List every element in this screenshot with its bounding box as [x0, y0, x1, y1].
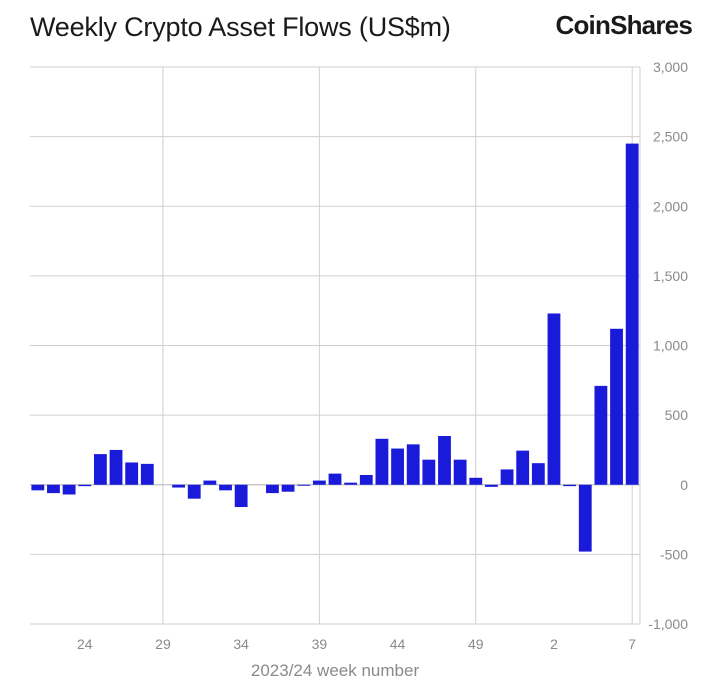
bar-week-38	[297, 484, 311, 486]
y-tick-label: -1,000	[648, 616, 688, 632]
bar-week-22	[47, 484, 60, 494]
bar-week-37	[281, 484, 295, 492]
bar-week-21	[31, 484, 45, 491]
x-tick-label: 49	[468, 636, 484, 652]
x-tick-label: 7	[628, 636, 636, 652]
bar-week-40	[328, 473, 342, 485]
bar-week-6	[610, 328, 623, 485]
x-tick-label: 39	[312, 636, 328, 652]
bar-week-50	[484, 484, 498, 487]
bar-week-48	[453, 459, 467, 485]
bar-week-32	[203, 480, 217, 485]
x-axis-ticks: 24 29 34 39 44 49 2 7	[77, 636, 636, 652]
bar-week-2	[547, 313, 561, 485]
bar-week-27	[125, 462, 139, 485]
bar-week-5	[594, 385, 608, 485]
bar-week-25	[93, 454, 107, 485]
y-tick-label: 500	[665, 407, 689, 423]
bar-week-1	[531, 463, 545, 485]
x-tick-label: 34	[233, 636, 249, 652]
coinshares-logo: CoinShares	[555, 10, 693, 40]
y-tick-label: 2,000	[653, 198, 688, 214]
chart-title: Weekly Crypto Asset Flows (US$m)	[30, 12, 451, 42]
bar-week-28	[140, 463, 154, 485]
bar-week-45	[406, 444, 420, 485]
bar-week-49	[469, 477, 483, 485]
bar-week-43	[375, 438, 389, 485]
x-tick-label: 2	[550, 636, 558, 652]
x-tick-label: 44	[390, 636, 406, 652]
y-tick-label: 0	[680, 477, 688, 493]
y-axis-ticks: -1,000 -500 0 500 1,000 1,500 2,000 2,500 3,000	[648, 59, 688, 632]
bar-week-24	[78, 484, 92, 487]
bar-week-51	[500, 469, 514, 485]
bar-week-44	[391, 448, 404, 485]
y-tick-label: 1,000	[653, 338, 688, 354]
bar-week-26	[109, 449, 123, 485]
bar-week-34	[234, 484, 248, 508]
x-tick-label: 24	[77, 636, 93, 652]
x-tick-label: 29	[155, 636, 171, 652]
bar-week-42	[359, 475, 373, 485]
y-tick-label: 2,500	[653, 129, 688, 145]
bar-week-36	[266, 484, 279, 494]
x-axis-label: 2023/24 week number	[251, 661, 420, 680]
bar-week-3	[563, 484, 577, 487]
bar-week-41	[344, 482, 358, 485]
bar-week-4	[578, 484, 592, 552]
bar-week-23	[62, 484, 76, 495]
y-tick-label: 1,500	[653, 268, 688, 284]
bar-week-46	[422, 459, 436, 485]
bar-week-39	[312, 480, 326, 485]
bar-week-52	[516, 450, 530, 485]
bar-week-33	[219, 484, 232, 491]
chart-bars	[31, 143, 639, 552]
y-tick-label: 3,000	[653, 59, 688, 75]
bar-week-7	[625, 143, 639, 485]
bar-week-31	[187, 484, 201, 499]
y-tick-label: -500	[660, 546, 688, 562]
bar-week-30	[172, 484, 186, 488]
bar-week-47	[438, 436, 451, 485]
